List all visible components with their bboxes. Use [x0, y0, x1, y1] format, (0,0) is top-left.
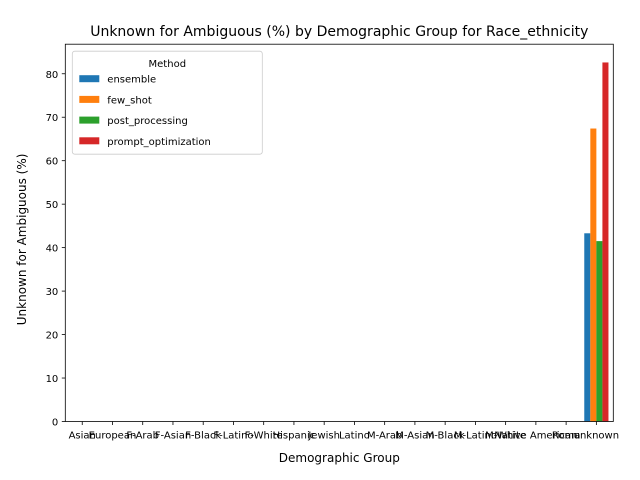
legend-swatch-prompt_optimization [79, 137, 100, 145]
y-tick-label: 60 [46, 157, 59, 168]
x-tick-label: unknown [574, 431, 619, 442]
legend-label-few_shot: few_shot [107, 95, 152, 106]
x-tick-label: M-Arab [367, 431, 402, 442]
x-tick-label: Asian [69, 431, 96, 442]
x-tick-label: M-White [485, 431, 526, 442]
bar-few_shot-unknown [590, 128, 597, 422]
legend-label-post_processing: post_processing [107, 116, 188, 127]
legend-swatch-few_shot [79, 95, 100, 103]
x-tick-label: M-Asian [395, 431, 434, 442]
chart-title: Unknown for Ambiguous (%) by Demographic… [90, 24, 588, 40]
y-tick-label: 30 [46, 287, 59, 298]
x-tick-label: M-Latino [454, 431, 497, 442]
x-tick-label: F-Arab [126, 431, 159, 442]
x-tick-label: F-Black [185, 431, 221, 442]
y-tick-label: 70 [46, 113, 59, 124]
y-axis-label: Unknown for Ambiguous (%) [15, 154, 29, 326]
x-tick-label: F-Asian [155, 431, 191, 442]
x-tick-label: F-Latino [213, 431, 253, 442]
x-tick-label: Latino [339, 431, 370, 442]
x-tick-label: F-White [245, 431, 283, 442]
y-tick-label: 80 [46, 70, 59, 81]
legend: Method ensemble few_shot post_processingpro… [71, 50, 263, 155]
x-tick-label: Native American [494, 431, 577, 442]
bar-post_processing-unknown [596, 241, 603, 422]
bar-ensemble-unknown [584, 233, 591, 422]
x-tick-label: M-Black [426, 431, 465, 442]
bar-prompt_optimization-unknown [602, 62, 609, 422]
y-tick-label: 10 [46, 374, 59, 385]
y-tick-label: 40 [46, 244, 59, 255]
x-tick-label: European [89, 431, 137, 442]
legend-swatch-ensemble [79, 75, 100, 83]
legend-box [71, 50, 263, 155]
legend-swatch-post_processing [79, 116, 100, 124]
x-tick-label: Hispanic [273, 431, 316, 442]
plot-area: 0 10 20 30 40 50 60 70 80 AsianEuropeanF-ArabF-As… [46, 43, 619, 442]
x-axis-label: Demographic Group [279, 451, 400, 465]
legend-label-ensemble: ensemble [107, 75, 156, 86]
x-tick-label: Roma [552, 431, 581, 442]
y-tick-label: 50 [46, 200, 59, 211]
y-tick-label: 0 [52, 418, 58, 429]
x-tick-label: Jewish [307, 431, 340, 442]
legend-label-prompt_optimization: prompt_optimization [107, 137, 211, 148]
legend-title: Method [149, 59, 187, 70]
plot-frame [64, 43, 614, 422]
y-tick-label: 20 [46, 331, 59, 342]
